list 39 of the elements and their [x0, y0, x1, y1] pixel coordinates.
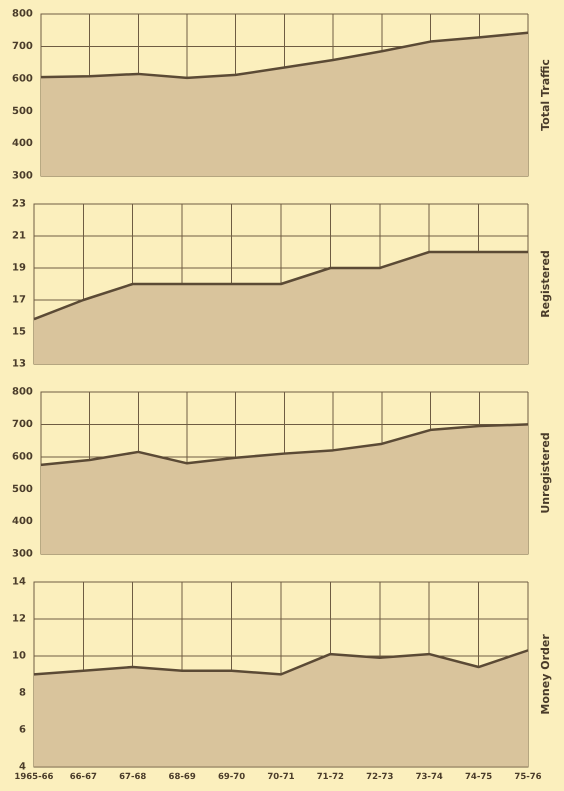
y-tick-label: 21	[12, 230, 26, 242]
y-tick-label: 300	[12, 170, 33, 182]
y-tick-label: 10	[12, 650, 26, 662]
y-tick-label: 800	[12, 8, 33, 20]
y-tick-label: 23	[12, 198, 26, 210]
x-tick-label: 73-74	[416, 772, 443, 782]
y-tick-label: 700	[12, 40, 33, 52]
x-tick-label: 66-67	[70, 772, 97, 782]
y-tick-label: 12	[12, 614, 26, 625]
y-tick-label: 500	[12, 484, 33, 495]
y-tick-label: 800	[12, 386, 33, 398]
x-tick-label: 74-75	[465, 772, 492, 782]
x-tick-label: 72-73	[366, 772, 394, 782]
y-axis-title: Total Traffic	[538, 59, 552, 131]
x-tick-label: 1965-66	[14, 772, 54, 782]
y-axis-title: Money Order	[538, 634, 552, 715]
y-tick-label: 700	[12, 418, 33, 430]
x-tick-label: 75-76	[514, 772, 542, 782]
x-tick-label: 70-71	[267, 772, 295, 782]
x-tick-label: 67-68	[119, 772, 146, 782]
y-tick-label: 600	[12, 451, 33, 462]
x-tick-label: 69-70	[218, 772, 246, 782]
y-tick-label: 300	[12, 548, 33, 560]
x-tick-label: 68-69	[168, 772, 196, 782]
x-tick-label: 71-72	[316, 772, 344, 782]
y-tick-label: 8	[18, 687, 26, 698]
y-tick-label: 400	[12, 138, 33, 150]
y-tick-label: 17	[12, 294, 26, 306]
y-axis-title: Unregistered	[538, 432, 552, 514]
y-tick-label: 15	[12, 326, 26, 338]
y-tick-label: 14	[12, 576, 26, 588]
y-tick-label: 400	[12, 516, 33, 528]
y-tick-label: 600	[12, 73, 33, 84]
y-tick-label: 6	[18, 724, 26, 736]
y-tick-label: 19	[12, 262, 26, 274]
y-tick-label: 4	[18, 761, 26, 772]
y-tick-label: 13	[12, 358, 26, 370]
y-axis-title: Registered	[538, 250, 552, 318]
y-tick-label: 500	[12, 106, 33, 117]
